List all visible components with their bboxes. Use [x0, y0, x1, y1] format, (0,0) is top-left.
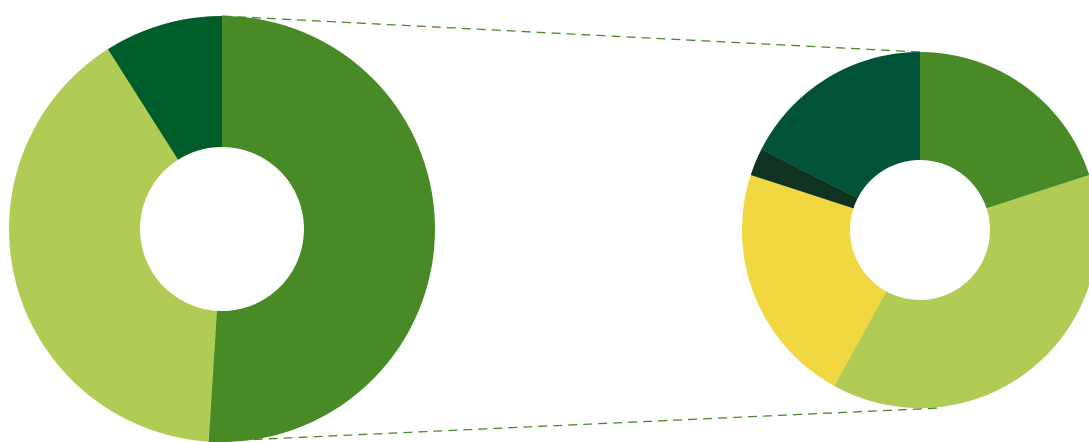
- main-donut-slice-2: [9, 49, 217, 442]
- connector-line-bottom: [208, 407, 941, 442]
- detail-donut-slice-1: [920, 52, 1089, 209]
- main-donut-slice-3: [107, 16, 222, 160]
- detail-donut-slice-2: [834, 175, 1089, 408]
- detail-donut-slice-3: [741, 174, 887, 386]
- connector-line-top: [221, 15, 921, 53]
- main-donut-slice-1: [208, 16, 435, 442]
- detail-donut: [741, 52, 1089, 408]
- detail-donut-slice-5: [761, 52, 920, 199]
- detail-donut-slice-4: [750, 149, 858, 209]
- main-donut: [9, 16, 435, 442]
- connector-lines: [208, 15, 941, 442]
